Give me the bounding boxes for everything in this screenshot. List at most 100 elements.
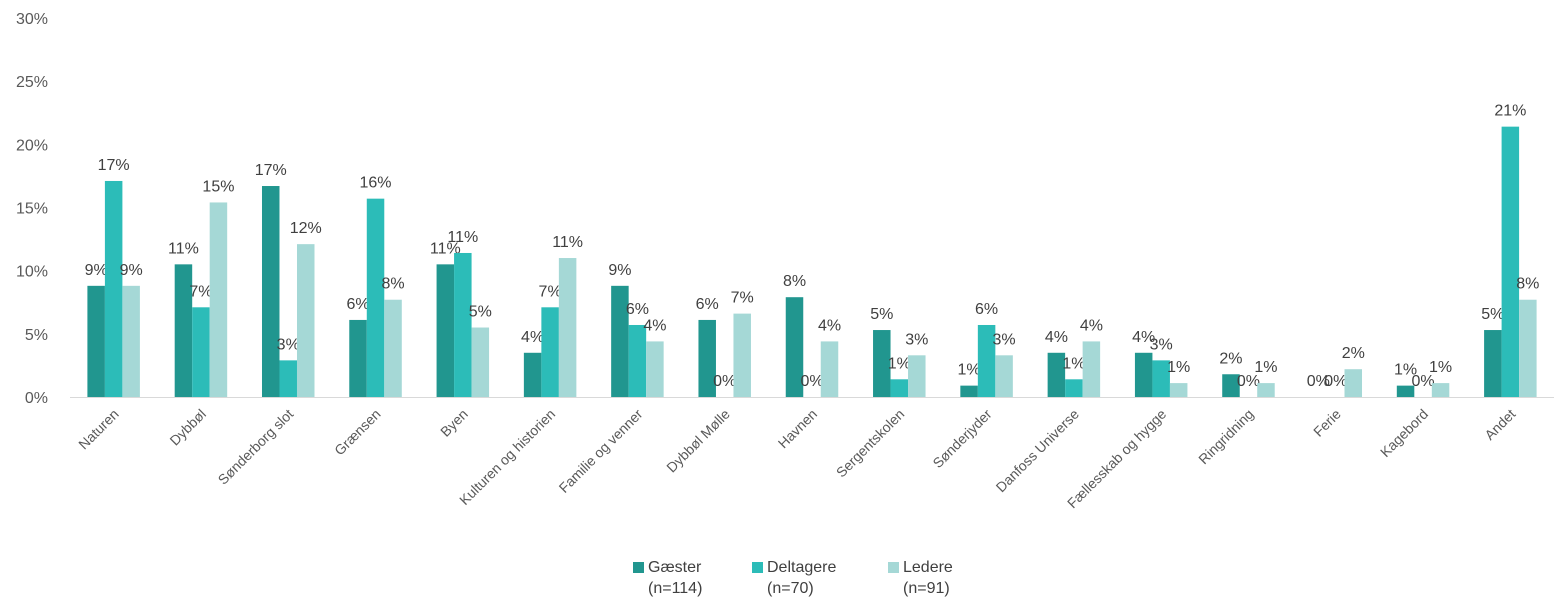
x-tick-label: Sergentskolen (833, 406, 908, 481)
data-label: 9% (85, 262, 108, 279)
bar (192, 307, 210, 397)
data-label: 1% (958, 362, 981, 379)
y-tick-label: 15% (16, 201, 48, 218)
data-label: 0% (1324, 373, 1347, 390)
legend-item-deltagere[interactable]: Deltagere (n=70) (752, 557, 836, 599)
x-tick-label: Havnen (775, 406, 820, 451)
bar (559, 258, 577, 397)
data-label: 11% (552, 234, 583, 251)
bar (1083, 341, 1101, 397)
x-tick-label: Grænsen (331, 406, 384, 459)
bar (349, 320, 367, 397)
bar (105, 181, 123, 397)
bar (733, 314, 751, 397)
data-label: 3% (1150, 336, 1173, 353)
legend-swatch-ledere (888, 562, 899, 573)
data-label: 6% (696, 296, 719, 313)
x-tick-label: Naturen (75, 406, 122, 453)
bar (367, 199, 385, 397)
data-label: 6% (626, 301, 649, 318)
bar (297, 244, 315, 397)
x-tick-label: Dybbøl Mølle (663, 406, 733, 476)
bar (1135, 353, 1153, 397)
x-tick-label: Kulturen og historien (456, 406, 558, 508)
data-label: 5% (469, 304, 492, 321)
bar (891, 379, 909, 397)
data-label: 7% (731, 290, 754, 307)
data-label: 17% (98, 157, 130, 174)
data-label: 3% (277, 336, 300, 353)
data-label: 1% (1167, 359, 1190, 376)
data-label: 5% (870, 306, 893, 323)
legend-n-deltagere: (n=70) (767, 580, 814, 597)
bar (87, 286, 105, 397)
data-label: 3% (905, 331, 928, 348)
bar (960, 386, 978, 397)
data-label: 17% (255, 162, 287, 179)
bar (541, 307, 559, 397)
x-tick-label: Fællesskab og hygge (1064, 406, 1170, 512)
data-label: 8% (381, 276, 404, 293)
bar (437, 264, 455, 397)
data-label: 21% (1494, 103, 1526, 120)
bar (646, 341, 664, 397)
data-label: 2% (1219, 350, 1242, 367)
legend-swatch-deltagere (752, 562, 763, 573)
data-label: 11% (447, 229, 478, 246)
data-label: 8% (783, 273, 806, 290)
x-tick-label: Ringridning (1195, 406, 1256, 467)
data-label: 4% (643, 317, 666, 334)
y-tick-label: 0% (25, 390, 48, 407)
data-label: 8% (1516, 276, 1539, 293)
legend-label-ledere: Ledere (903, 559, 953, 576)
x-tick-label: Byen (437, 406, 471, 440)
bar (122, 286, 139, 397)
data-label: 5% (1481, 306, 1504, 323)
bar (1065, 379, 1083, 397)
data-label: 9% (608, 262, 631, 279)
x-tick-label: Danfoss Universe (993, 406, 1083, 496)
data-label: 3% (993, 331, 1016, 348)
data-label: 4% (1080, 317, 1103, 334)
legend-item-gaester[interactable]: Gæster (n=114) (633, 557, 702, 599)
bar (995, 355, 1013, 397)
data-label: 1% (888, 355, 911, 372)
bar (472, 328, 490, 397)
x-tick-label: Familie og venner (556, 406, 646, 496)
bar (262, 186, 280, 397)
bar (1484, 330, 1502, 397)
y-tick-label: 25% (16, 74, 48, 91)
legend-item-ledere[interactable]: Ledere (n=91) (888, 557, 953, 599)
y-tick-label: 20% (16, 137, 48, 154)
bar (1519, 300, 1537, 397)
data-label: 1% (1062, 355, 1085, 372)
data-label: 6% (346, 296, 369, 313)
bar (908, 355, 926, 397)
y-tick-label: 30% (16, 11, 48, 28)
bar (629, 325, 647, 397)
x-tick-label: Andet (1481, 406, 1518, 443)
data-label: 0% (800, 373, 823, 390)
bar (454, 253, 472, 397)
data-label: 11% (168, 240, 199, 257)
y-tick-label: 5% (25, 327, 48, 344)
data-label: 6% (975, 301, 998, 318)
bar (1432, 383, 1450, 397)
legend-label-deltagere: Deltagere (767, 559, 836, 576)
x-tick-label: Dybbøl (166, 406, 209, 449)
legend-n-gaester: (n=114) (648, 580, 702, 597)
data-label: 4% (521, 329, 544, 346)
legend-swatch-gaester (633, 562, 644, 573)
bar (384, 300, 402, 397)
x-tick-label: Sønderborg slot (215, 406, 297, 488)
legend-label-gaester: Gæster (648, 559, 701, 576)
legend: Gæster (n=114) Deltagere (n=70) Ledere (… (0, 557, 1564, 603)
data-label: 1% (1429, 359, 1452, 376)
legend-n-ledere: (n=91) (903, 580, 950, 597)
x-tick-label: Sønderjyder (929, 406, 994, 471)
bar (1170, 383, 1188, 397)
y-tick-label: 10% (16, 264, 48, 281)
data-label: 1% (1254, 359, 1277, 376)
bar (1257, 383, 1275, 397)
bar (210, 202, 228, 397)
